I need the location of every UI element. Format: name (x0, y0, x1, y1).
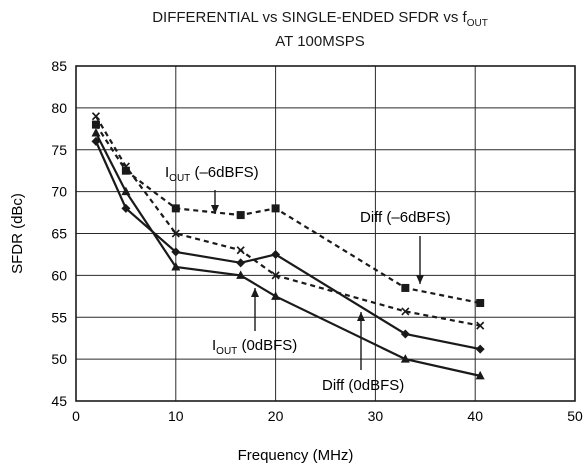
tick-labels: 0 10 20 30 40 50 45 50 55 60 65 70 75 80 85 (51, 58, 583, 424)
annotations: IOUT (–6dBFS) Diff (–6dBFS) IOUT (0dBFS) Di… (165, 164, 451, 394)
x-tick-label: 0 (72, 408, 80, 424)
y-tick-label: 50 (51, 351, 67, 367)
annotation-label: IOUT (–6dBFS) (165, 164, 259, 184)
data-point-square (91, 120, 100, 129)
data-point-square (401, 283, 410, 292)
data-point-x (171, 229, 180, 238)
y-tick-label: 55 (51, 309, 67, 325)
data-point-diamond (236, 258, 246, 268)
y-tick-label: 65 (51, 226, 67, 242)
data-point-diamond (475, 344, 485, 354)
annotation-label: IOUT (0dBFS) (212, 337, 297, 357)
y-tick-label: 75 (51, 142, 67, 158)
annotation-arrowhead (251, 288, 259, 297)
y-tick-label: 80 (51, 100, 67, 116)
annotation-arrowhead (416, 275, 424, 284)
data-point-diamond (171, 247, 181, 257)
annotation-label: Diff (–6dBFS) (360, 209, 451, 226)
chart-subtitle: AT 100MSPS (275, 33, 365, 50)
x-tick-label: 40 (467, 408, 483, 424)
series-line-2 (94, 140, 481, 351)
chart-title-main: DIFFERENTIAL vs SINGLE-ENDED SFDR vs f (152, 9, 467, 26)
data-point-x (401, 307, 410, 316)
data-point-square (476, 299, 485, 308)
data-point-diamond (121, 203, 131, 213)
x-tick-label: 50 (567, 408, 583, 424)
data-point-triangle (236, 270, 246, 279)
annotation-arrowhead (211, 205, 219, 214)
data-point-square (171, 204, 180, 213)
data-point-x (271, 271, 280, 280)
x-tick-label: 20 (268, 408, 284, 424)
chart-title-subscript: OUT (466, 18, 488, 29)
data-point-triangle (400, 354, 410, 363)
annotation-arrowhead (357, 312, 365, 321)
grid (76, 66, 575, 401)
series-group (91, 112, 485, 380)
data-point-triangle (271, 291, 281, 300)
data-point-diamond (400, 329, 410, 339)
x-tick-label: 10 (168, 408, 184, 424)
data-point-triangle (475, 370, 485, 380)
data-point-square (121, 166, 130, 175)
y-axis-label: SFDR (dBc) (9, 193, 26, 274)
data-point-triangle (91, 128, 101, 137)
y-tick-label: 85 (51, 58, 67, 74)
y-tick-label: 70 (51, 184, 67, 200)
x-tick-label: 30 (368, 408, 384, 424)
y-tick-label: 60 (51, 267, 67, 283)
data-point-square (271, 204, 280, 213)
data-point-x (476, 321, 485, 330)
chart-title: DIFFERENTIAL vs SINGLE-ENDED SFDR vs fOU… (60, 9, 580, 29)
annotation-label: Diff (0dBFS) (322, 377, 404, 394)
data-point-x (236, 246, 245, 255)
data-point-diamond (271, 249, 281, 259)
plot-frame (75, 65, 576, 402)
y-tick-label: 45 (51, 393, 67, 409)
data-point-square (236, 211, 245, 220)
data-point-triangle (171, 262, 181, 271)
data-point-x (121, 162, 130, 171)
data-point-x (91, 112, 101, 121)
x-axis-label: Frequency (MHz) (238, 447, 354, 464)
data-point-triangle (121, 186, 131, 196)
